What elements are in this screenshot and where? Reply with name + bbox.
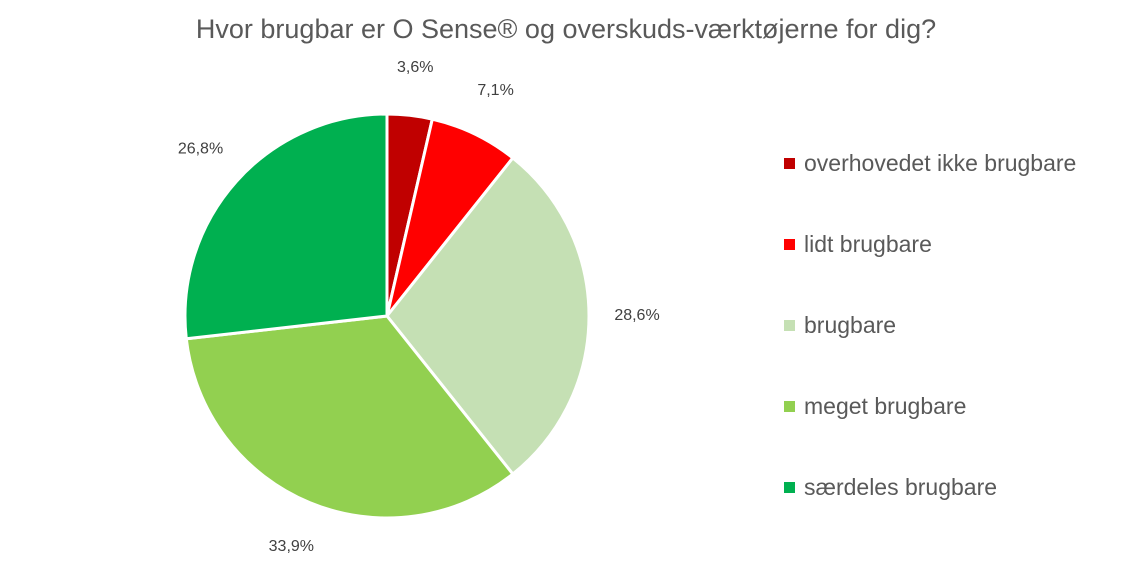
legend-label: overhovedet ikke brugbare — [804, 149, 1077, 176]
legend-swatch — [784, 319, 795, 331]
legend-label: lidt brugbare — [804, 230, 932, 257]
slice-data-label: 7,1% — [477, 82, 513, 99]
legend-swatch — [784, 400, 795, 412]
legend-item: brugbare — [784, 310, 1076, 340]
slice-data-label: 33,9% — [269, 538, 314, 555]
legend-swatch — [784, 238, 795, 250]
slice-data-label: 28,6% — [614, 307, 659, 324]
pie-slice — [385, 155, 591, 477]
pie-slice — [184, 314, 515, 520]
legend-label: særdeles brugbare — [804, 473, 998, 500]
legend-swatch — [784, 481, 795, 493]
legend-item: overhovedet ikke brugbare — [784, 148, 1076, 178]
legend-item: meget brugbare — [784, 391, 1076, 421]
slice-data-label: 3,6% — [397, 59, 433, 76]
legend-label: meget brugbare — [804, 392, 967, 419]
legend-item: lidt brugbare — [784, 229, 1076, 259]
slice-data-label: 26,8% — [178, 141, 223, 158]
legend-swatch — [784, 157, 795, 169]
pie-slice — [183, 112, 389, 341]
chart-legend: overhovedet ikke brugbare lidt brugbare br… — [784, 148, 1076, 553]
legend-label: brugbare — [804, 311, 897, 338]
legend-item: særdeles brugbare — [784, 472, 1076, 502]
chart-title: Hvor brugbar er O Sense® og overskuds-væ… — [195, 14, 937, 44]
